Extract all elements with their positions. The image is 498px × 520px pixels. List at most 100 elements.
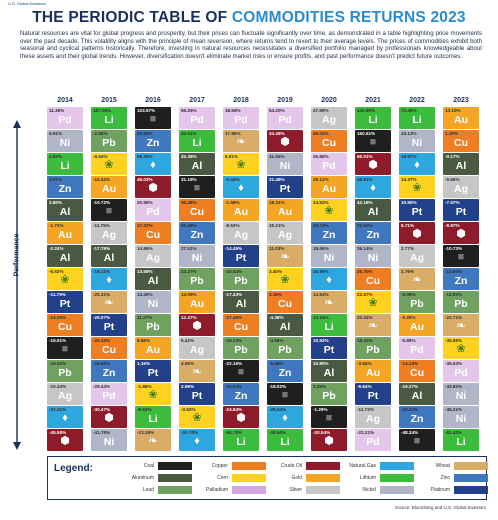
legend-item: Coal bbox=[114, 462, 196, 470]
commodity-cell: -5.52% ❀ bbox=[47, 268, 83, 290]
legend-swatch bbox=[380, 486, 414, 494]
return-value: -5.52% bbox=[49, 269, 64, 274]
commodity-cell: 10.80% Al bbox=[311, 360, 347, 382]
commodity-cell: -20.70% ♦ bbox=[179, 429, 215, 451]
commodity-symbol: Al bbox=[235, 298, 247, 310]
commodity-symbol: Ag bbox=[102, 229, 116, 241]
commodity-cell: -26.10% Cu bbox=[91, 337, 127, 359]
commodity-symbol: Pt bbox=[411, 206, 423, 218]
coal-icon: ■ bbox=[369, 136, 377, 148]
return-value: 21.48% bbox=[269, 177, 285, 182]
corn-icon: ❀ bbox=[192, 412, 202, 424]
return-value: 3.91% bbox=[49, 177, 63, 182]
commodity-symbol: Al bbox=[147, 275, 159, 287]
legend-item-label: Natural Gas bbox=[349, 463, 376, 469]
return-value: -9.97% bbox=[445, 223, 460, 228]
return-value: -38.63% bbox=[445, 361, 463, 366]
return-value: -14.13% bbox=[401, 361, 419, 366]
commodity-cell: -16.00% Pb bbox=[47, 360, 83, 382]
legend-item-label: Copper bbox=[211, 463, 228, 469]
commodity-symbol: Ag bbox=[322, 114, 336, 126]
commodity-cell: 4.82% Li bbox=[47, 153, 83, 175]
corn-icon: ❀ bbox=[280, 274, 290, 286]
return-value: 18.66% bbox=[313, 246, 329, 251]
commodity-cell: -26.07% Pt bbox=[91, 314, 127, 336]
legend-item-label: Silver bbox=[289, 487, 302, 493]
legend-item-label: Platinum bbox=[430, 487, 450, 493]
commodity-symbol: Au bbox=[190, 298, 204, 310]
commodity-symbol: Ag bbox=[146, 252, 160, 264]
return-value: -15.51% bbox=[49, 338, 67, 343]
commodity-cell: 3.91% Zn bbox=[47, 176, 83, 198]
commodity-cell: -24.54% Zn bbox=[223, 383, 259, 405]
commodity-cell: -38.63% Pd bbox=[443, 360, 479, 382]
commodity-cell: 30.49% Zn bbox=[179, 222, 215, 244]
corn-icon: ❀ bbox=[148, 389, 158, 401]
commodity-cell: -0.05% Pb bbox=[399, 291, 435, 313]
legend-item-label: Coal bbox=[143, 463, 154, 469]
commodity-symbol: Li bbox=[280, 436, 290, 448]
commodity-symbol: Li bbox=[368, 114, 378, 126]
commodity-cell: 20.96% Pd bbox=[135, 199, 171, 221]
corn-icon: ❀ bbox=[104, 159, 114, 171]
commodity-cell: 11.03% ❧ bbox=[267, 245, 303, 267]
return-value: 13.58% bbox=[137, 269, 153, 274]
return-value: -1.88% bbox=[137, 384, 152, 389]
return-value: -12.93% bbox=[445, 292, 463, 297]
commodity-cell: 2.99% Pt bbox=[179, 383, 215, 405]
commodity-cell: -0.63% ❀ bbox=[179, 406, 215, 428]
commodity-cell: 30.49% Cu bbox=[179, 199, 215, 221]
commodity-symbol: Au bbox=[322, 183, 336, 195]
commodity-symbol: Zn bbox=[322, 229, 336, 241]
coal-icon: ■ bbox=[237, 366, 245, 378]
commodity-cell: -11.79% Pt bbox=[47, 291, 83, 313]
commodity-cell: -81.43% Li bbox=[443, 429, 479, 451]
company-logo: U.S. Global Investors bbox=[8, 1, 46, 6]
return-value: 6.42% bbox=[181, 338, 195, 343]
commodity-cell: 45.03% ⬢ bbox=[135, 176, 171, 198]
return-value: 20.34% bbox=[357, 315, 373, 320]
commodity-cell: 54.20% Pd bbox=[267, 107, 303, 129]
commodity-cell: 14.86% Ag bbox=[135, 245, 171, 267]
return-value: -4.38% bbox=[269, 315, 284, 320]
commodity-symbol: Pt bbox=[103, 321, 115, 333]
commodity-cell: 25.70% Cu bbox=[355, 268, 391, 290]
commodity-cell: 11.35% Pd bbox=[47, 107, 83, 129]
legend-swatch bbox=[158, 486, 192, 494]
commodity-cell: 31.19% ■ bbox=[179, 176, 215, 198]
commodity-cell: -13.19% ❧ bbox=[135, 429, 171, 451]
commodity-symbol: Pb bbox=[58, 367, 72, 379]
commodity-cell: -43.82% Ni bbox=[443, 383, 479, 405]
legend-swatch bbox=[232, 486, 266, 494]
commodity-symbol: Cu bbox=[454, 137, 468, 149]
commodity-cell: -45.21% Ni bbox=[443, 406, 479, 428]
page-title: THE PERIODIC TABLE OF COMMODITIES RETURN… bbox=[0, 9, 498, 27]
return-value: -20.71% bbox=[445, 315, 463, 320]
commodity-cell: -26.50% Zn bbox=[91, 360, 127, 382]
return-value: 18.31% bbox=[269, 200, 285, 205]
commodity-symbol: Li bbox=[324, 321, 334, 333]
commodity-cell: -17.46% Cu bbox=[223, 314, 259, 336]
commodity-cell: 3.36% Cu bbox=[267, 291, 303, 313]
commodity-cell: 8.56% Au bbox=[135, 337, 171, 359]
legend-item: Nickel bbox=[336, 486, 418, 494]
return-value: -0.28% bbox=[401, 315, 416, 320]
commodity-cell: -7.67% Pt bbox=[443, 199, 479, 221]
return-value: -17.46% bbox=[225, 315, 243, 320]
return-value: 56.25% bbox=[181, 108, 197, 113]
commodity-cell: -2.24% Al bbox=[47, 245, 83, 267]
commodity-cell: -20.31% ❧ bbox=[91, 291, 127, 313]
gas-icon: ♦ bbox=[238, 182, 244, 194]
commodity-symbol: Ni bbox=[191, 252, 203, 264]
commodity-cell: 26.02% Cu bbox=[311, 130, 347, 152]
commodity-cell: -10.72% ■ bbox=[91, 199, 127, 221]
return-value: 10.90% bbox=[401, 200, 417, 205]
commodity-symbol: Ni bbox=[147, 298, 159, 310]
return-value: -54.70% bbox=[225, 430, 243, 435]
return-value: -19.11% bbox=[93, 269, 110, 274]
commodity-symbol: Ni bbox=[367, 252, 379, 264]
return-value: 1.19% bbox=[445, 131, 459, 136]
return-value: 31.19% bbox=[181, 177, 197, 182]
return-value: -4.66% bbox=[269, 338, 284, 343]
commodity-symbol: Al bbox=[103, 252, 115, 264]
